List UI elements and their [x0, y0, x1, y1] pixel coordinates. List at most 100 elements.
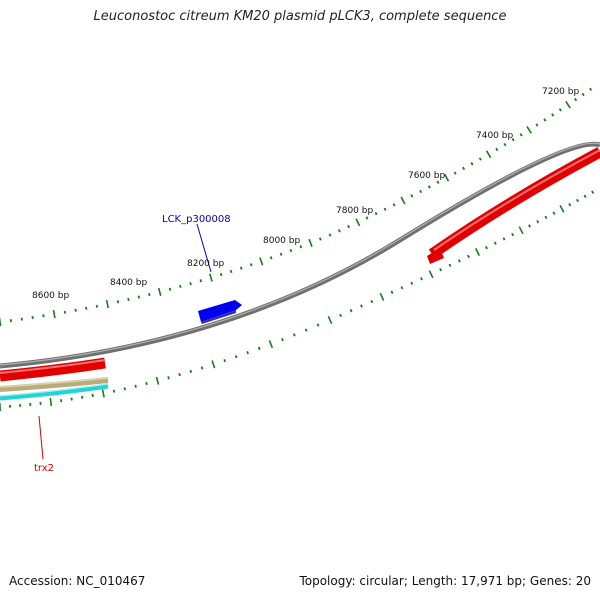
outer-tick-minor	[219, 273, 223, 277]
outer-tick-minor	[137, 295, 141, 299]
inner-tick-major	[518, 226, 524, 235]
outer-tick-major	[443, 173, 450, 182]
inner-tick-minor	[528, 224, 531, 228]
topology-label: Topology:	[299, 574, 356, 588]
outer-tick-minor	[543, 118, 547, 122]
outer-tick-minor	[337, 229, 341, 233]
accession-label: Accession:	[9, 574, 73, 588]
outer-tick-minor	[127, 297, 130, 302]
inner-tick-minor	[349, 309, 353, 313]
outer-tick-minor	[427, 185, 431, 189]
inner-tick-minor	[591, 190, 595, 194]
outer-tick-minor	[347, 224, 351, 229]
inner-tick-minor	[223, 359, 226, 363]
gene-trx2-highlight	[0, 359, 106, 374]
label-leader-trx2	[38, 415, 44, 460]
inner-tick-minor	[292, 333, 296, 337]
scale-label-7200: 7200 bp	[542, 87, 579, 97]
gene-lck-p300008[interactable]	[198, 300, 242, 322]
outer-tick-minor	[269, 256, 273, 260]
inner-tick-major	[211, 360, 216, 369]
outer-tick-minor	[519, 133, 523, 137]
inner-tick-minor	[339, 313, 343, 317]
outer-tick-minor	[63, 310, 67, 314]
inner-tick-minor	[544, 215, 548, 220]
inner-tick-minor	[167, 376, 170, 380]
inner-tick-major	[327, 315, 333, 325]
inner-tick-major	[101, 389, 105, 398]
outer-tick-major	[105, 299, 109, 309]
inner-tick-minor	[576, 198, 579, 203]
inner-tick-minor	[448, 263, 452, 267]
inner-tick-minor	[145, 381, 148, 386]
feature-cyan[interactable]	[0, 383, 109, 401]
inner-tick-minor	[134, 384, 137, 388]
inner-tick-minor	[502, 237, 506, 241]
outer-tick-minor	[374, 212, 378, 216]
label-leader-lck-p300008	[196, 223, 212, 273]
outer-tick-minor	[328, 233, 332, 237]
gene-lck-p300008-shade	[201, 310, 236, 324]
outer-tick-minor	[589, 87, 593, 91]
outer-tick-minor	[318, 237, 322, 241]
outer-tick-minor	[189, 282, 192, 286]
sequence-stats: Topology: circular; Length: 17,971 bp; G…	[299, 574, 591, 588]
gene-label-trx2[interactable]: trx2	[34, 463, 54, 474]
inner-tick-minor	[360, 304, 363, 308]
gene-reverse-right-arrowhead	[427, 248, 444, 264]
outer-tick-minor	[383, 207, 387, 211]
gene-trx2[interactable]	[0, 357, 106, 382]
length-value: 17,971 bp	[461, 574, 523, 588]
gene-reverse-right-highlight	[433, 149, 600, 251]
outer-tick-minor	[229, 269, 233, 274]
outer-tick-major	[157, 287, 162, 297]
inner-tick-minor	[485, 245, 488, 250]
inner-tick-major	[268, 340, 274, 349]
outer-tick-major	[485, 150, 492, 159]
feature-tan[interactable]	[0, 377, 109, 392]
outer-tick-minor	[574, 97, 578, 102]
inner-tick-minor	[178, 373, 181, 377]
outer-tick-major	[209, 273, 213, 282]
scale-label-8400: 8400 bp	[110, 278, 147, 288]
outer-tick-minor	[85, 306, 88, 310]
inner-tick-minor	[493, 241, 497, 245]
inner-tick-minor	[257, 346, 261, 351]
outer-tick-major	[259, 257, 264, 266]
inner-tick-minor	[583, 194, 587, 198]
outer-tick-minor	[148, 293, 151, 297]
inner-tick-minor	[246, 351, 249, 355]
outer-tick-major	[0, 317, 2, 327]
inner-tick-minor	[304, 328, 308, 332]
inner-tick-minor	[81, 395, 84, 399]
outer-tick-minor	[551, 113, 555, 117]
inner-tick-minor	[200, 366, 204, 370]
outer-tick-minor	[179, 284, 182, 289]
gene-label-lck-p300008[interactable]: LCK_p300008	[162, 214, 231, 225]
inner-tick-minor	[420, 277, 423, 281]
outer-tick-major	[526, 126, 532, 134]
inner-tick-minor	[568, 202, 572, 207]
outer-tick-minor	[289, 248, 293, 253]
outer-tick-minor	[453, 171, 457, 175]
outer-tick-minor	[299, 245, 303, 249]
outer-scale-ticks	[0, 87, 593, 327]
genes-value: 20	[575, 574, 591, 588]
outer-tick-minor	[503, 142, 507, 147]
outer-tick-minor	[365, 216, 369, 220]
outer-tick-minor	[470, 162, 474, 166]
outer-tick-minor	[419, 189, 423, 194]
outer-tick-major	[308, 238, 313, 247]
inner-tick-major	[559, 205, 565, 213]
inner-tick-minor	[536, 219, 540, 224]
gene-reverse-right[interactable]	[428, 147, 600, 259]
outer-tick-minor	[249, 263, 253, 267]
scale-label-8200: 8200 bp	[187, 259, 224, 269]
inner-tick-minor	[189, 369, 193, 373]
topology-value: circular	[359, 574, 404, 588]
outer-tick-minor	[239, 266, 243, 270]
inner-tick-minor	[91, 393, 94, 397]
outer-tick-major	[565, 100, 571, 109]
outer-tick-minor	[279, 252, 283, 256]
